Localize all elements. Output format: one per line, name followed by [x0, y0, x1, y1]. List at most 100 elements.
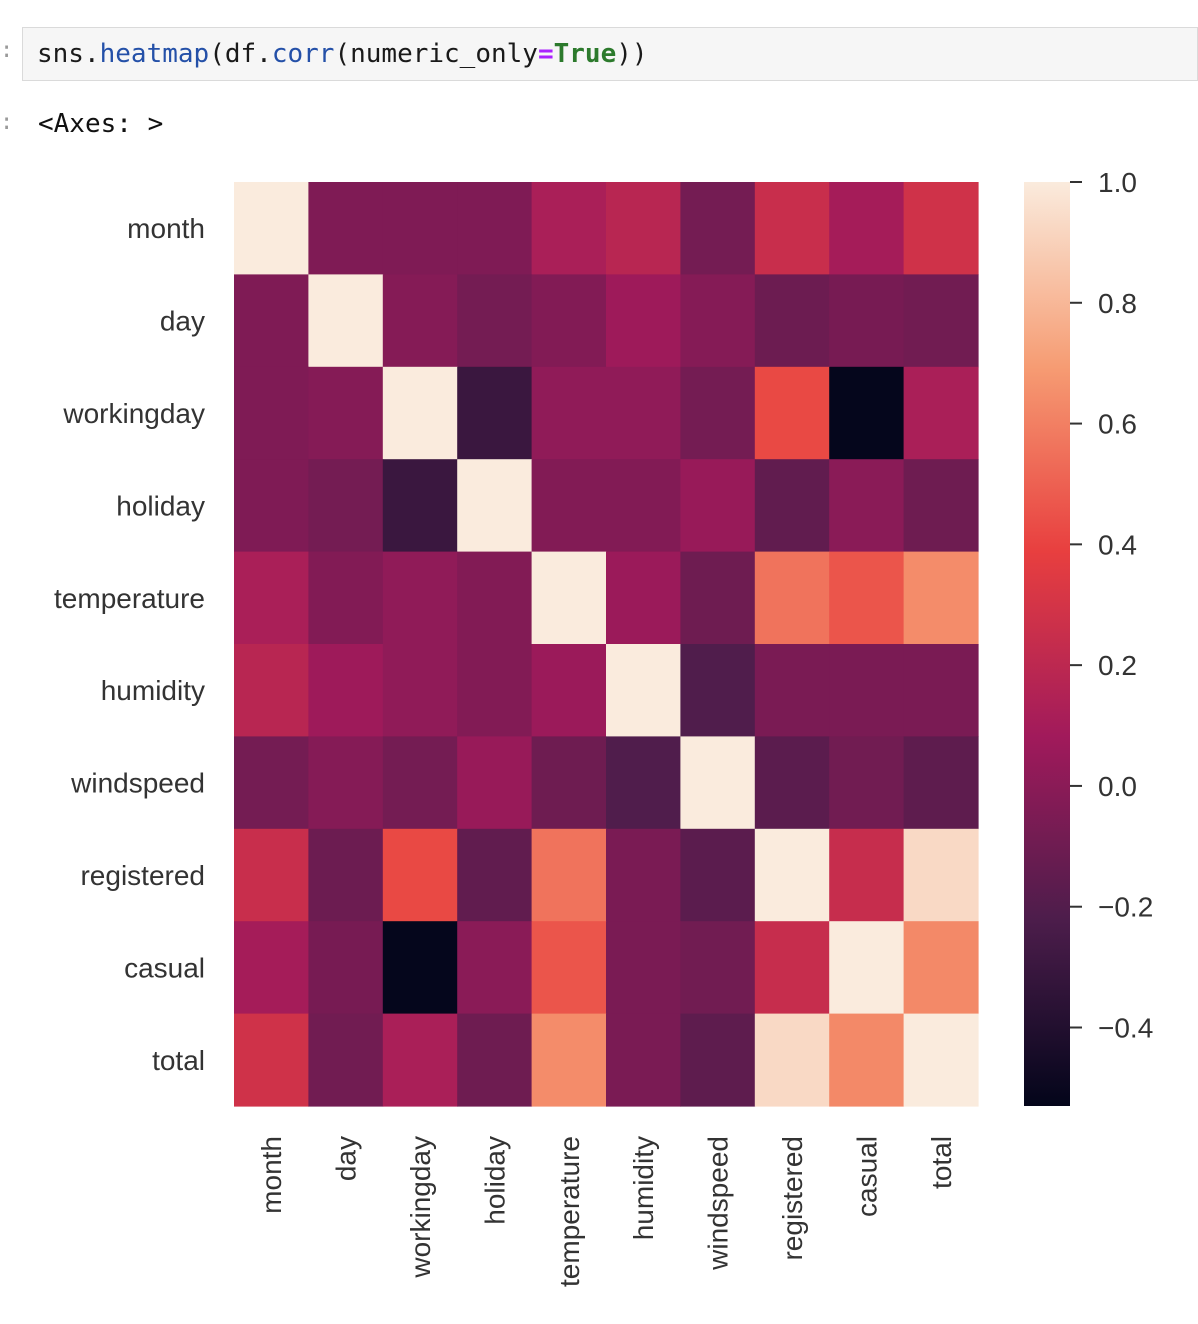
heatmap-cell-humidity-workingday: [382, 644, 458, 737]
heatmap-cell-holiday-humidity: [606, 459, 681, 553]
heatmap-cell-registered-day: [308, 828, 384, 922]
correlation-heatmap: month day workingday holiday temperature humi…: [54, 167, 1153, 1287]
colorbar-tick-label: 0.8: [1098, 288, 1137, 319]
col-label-casual: casual: [851, 1136, 882, 1217]
heatmap-cell-casual-windspeed: [680, 921, 756, 1015]
heatmap-cell-humidity-total: [903, 644, 979, 737]
heatmap-cell-casual-casual: [829, 921, 905, 1015]
heatmap-cell-total-humidity: [606, 1013, 681, 1107]
col-label-workingday: workingday: [405, 1136, 436, 1279]
heatmap-cell-total-temperature: [531, 1013, 607, 1107]
heatmap-cell-workingday-month: [234, 366, 309, 460]
row-label-month: month: [127, 213, 205, 244]
heatmap-cell-month-holiday: [457, 182, 533, 275]
heatmap-cell-humidity-temperature: [531, 644, 607, 737]
row-label-humidity: humidity: [101, 675, 205, 706]
heatmap-cell-windspeed-registered: [754, 736, 830, 830]
code-token: True: [553, 39, 617, 69]
heatmap-cell-total-month: [234, 1013, 309, 1107]
colorbar-tick-label: −0.2: [1098, 892, 1153, 923]
heatmap-cell-workingday-workingday: [382, 366, 458, 460]
colorbar-ticks: 1.0 0.8 0.6 0.4 0.2 0.0 −0.2 −0.4: [1070, 167, 1153, 1043]
heatmap-cell-workingday-registered: [754, 366, 830, 460]
heatmap-cell-total-windspeed: [680, 1013, 756, 1107]
col-label-holiday: holiday: [479, 1136, 510, 1225]
heatmap-cell-registered-registered: [754, 828, 830, 922]
heatmap-cell-month-registered: [754, 182, 830, 275]
heatmap-cell-holiday-day: [308, 459, 384, 553]
heatmap-cell-temperature-month: [234, 551, 309, 645]
heatmap-cell-holiday-total: [903, 459, 979, 553]
heatmap-cell-total-registered: [754, 1013, 830, 1107]
heatmap-cell-humidity-humidity: [606, 644, 681, 737]
heatmap-cell-windspeed-workingday: [382, 736, 458, 830]
heatmap-cell-temperature-total: [903, 551, 979, 645]
heatmap-cell-registered-holiday: [457, 828, 533, 922]
heatmap-cell-temperature-humidity: [606, 551, 681, 645]
cell-output-text: <Axes: >: [38, 109, 164, 139]
heatmap-cell-humidity-day: [308, 644, 384, 737]
code-token: sns.: [37, 39, 100, 69]
code-line: sns.heatmap(df.corr(numeric_only=True)): [37, 39, 648, 69]
heatmap-cell-windspeed-windspeed: [680, 736, 756, 830]
heatmap-cell-day-workingday: [382, 274, 458, 368]
colorbar-tick-label: 0.2: [1098, 650, 1137, 681]
heatmap-cell-registered-windspeed: [680, 828, 756, 922]
heatmap-cell-holiday-temperature: [531, 459, 607, 553]
col-label-registered: registered: [777, 1136, 808, 1261]
heatmap-cell-workingday-day: [308, 366, 384, 460]
heatmap-cell-registered-temperature: [531, 828, 607, 922]
heatmap-cell-casual-humidity: [606, 921, 681, 1015]
heatmap-cell-workingday-temperature: [531, 366, 607, 460]
heatmap-cell-workingday-holiday: [457, 366, 533, 460]
col-label-temperature: temperature: [554, 1136, 585, 1287]
heatmap-cell-temperature-temperature: [531, 551, 607, 645]
heatmap-cell-registered-humidity: [606, 828, 681, 922]
heatmap-cell-total-casual: [829, 1013, 905, 1107]
heatmap-cell-registered-total: [903, 828, 979, 922]
colorbar-tick-label: 0.0: [1098, 771, 1137, 802]
heatmap-cell-month-day: [308, 182, 384, 275]
heatmap-cell-workingday-total: [903, 366, 979, 460]
heatmap-cell-humidity-windspeed: [680, 644, 756, 737]
heatmap-cell-windspeed-humidity: [606, 736, 681, 830]
heatmap-cell-windspeed-month: [234, 736, 309, 830]
colorbar-tick-label: 1.0: [1098, 167, 1137, 198]
col-label-day: day: [331, 1136, 362, 1181]
heatmap-cell-total-workingday: [382, 1013, 458, 1107]
heatmap-cell-casual-day: [308, 921, 384, 1015]
heatmap-cell-registered-casual: [829, 828, 905, 922]
col-label-humidity: humidity: [628, 1136, 659, 1240]
heatmap-cell-day-total: [903, 274, 979, 368]
heatmap-cell-temperature-holiday: [457, 551, 533, 645]
heatmap-cell-windspeed-day: [308, 736, 384, 830]
heatmap-cell-casual-month: [234, 921, 309, 1015]
row-label-registered: registered: [80, 860, 205, 891]
heatmap-col-labels: month day workingday holiday temperature humi…: [256, 1136, 957, 1287]
heatmap-cell-casual-workingday: [382, 921, 458, 1015]
row-label-temperature: temperature: [54, 583, 205, 614]
heatmap-cell-humidity-month: [234, 644, 309, 737]
heatmap-cell-day-month: [234, 274, 309, 368]
heatmap-cell-temperature-casual: [829, 551, 905, 645]
code-cell-input[interactable]: sns.heatmap(df.corr(numeric_only=True)): [22, 27, 1198, 81]
heatmap-cell-windspeed-total: [903, 736, 979, 830]
colorbar-tick-label: 0.4: [1098, 529, 1137, 560]
heatmap-cell-total-day: [308, 1013, 384, 1107]
heatmap-cell-casual-registered: [754, 921, 830, 1015]
heatmap-cell-humidity-holiday: [457, 644, 533, 737]
heatmap-cell-month-total: [903, 182, 979, 275]
heatmap-cell-day-windspeed: [680, 274, 756, 368]
heatmap-cell-temperature-registered: [754, 551, 830, 645]
row-label-holiday: holiday: [116, 490, 205, 521]
col-label-total: total: [926, 1136, 957, 1189]
heatmap-cell-month-humidity: [606, 182, 681, 275]
row-label-day: day: [160, 306, 205, 337]
heatmap-cell-casual-total: [903, 921, 979, 1015]
heatmap-cells: [234, 182, 979, 1107]
output-prompt-marker: :: [0, 110, 14, 135]
row-label-workingday: workingday: [62, 398, 205, 429]
heatmap-cell-day-registered: [754, 274, 830, 368]
code-token: )): [616, 39, 648, 69]
row-label-casual: casual: [124, 952, 205, 983]
